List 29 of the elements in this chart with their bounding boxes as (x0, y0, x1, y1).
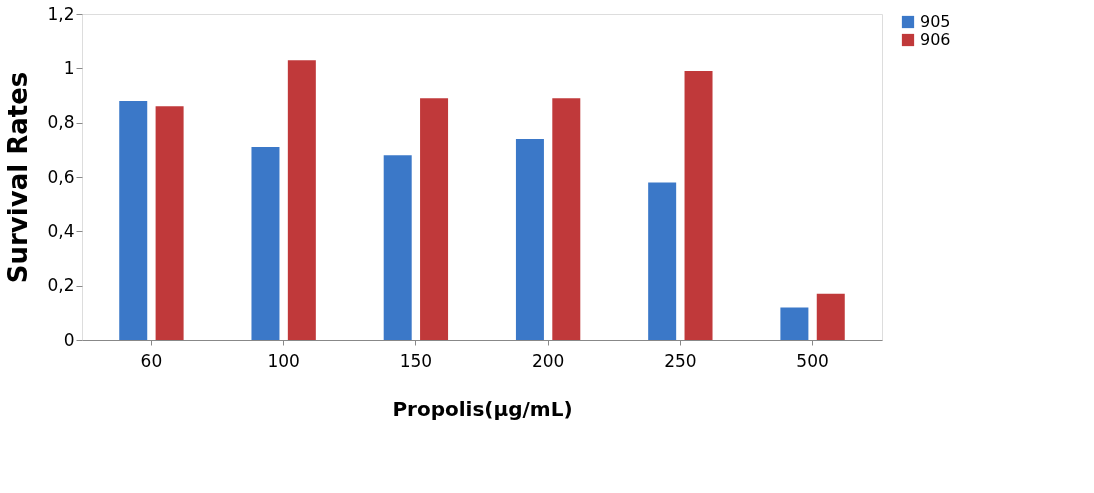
bar (552, 98, 581, 340)
x-tick-label: 60 (140, 350, 163, 371)
y-tick-label: 1,2 (47, 3, 75, 24)
x-tick-label: 250 (664, 350, 697, 371)
y-tick-label: 0 (63, 329, 75, 350)
y-tick-label: 0,4 (47, 220, 75, 241)
x-tick-label: 500 (796, 350, 829, 371)
legend-label: 905 (920, 12, 951, 31)
x-tick-label: 200 (531, 350, 565, 371)
legend-label: 906 (920, 30, 951, 49)
bar (420, 98, 449, 340)
bar (119, 100, 148, 340)
bar (816, 293, 845, 340)
y-tick-label: 0,8 (47, 112, 75, 133)
y-axis-title: Survival Rates (3, 71, 34, 284)
x-axis-title: Propolis(µg/mL) (392, 396, 573, 421)
bar (287, 60, 316, 340)
bar (383, 155, 412, 340)
y-tick-label: 0,6 (47, 166, 75, 187)
bar (780, 307, 809, 340)
bar (648, 182, 677, 340)
bar (515, 138, 544, 340)
y-tick-label: 1 (63, 57, 75, 78)
y-tick-label: 0,2 (47, 275, 75, 296)
bar (251, 147, 280, 340)
bar (155, 106, 184, 340)
x-tick-label: 100 (267, 350, 300, 371)
bar (684, 71, 713, 340)
x-tick-label: 150 (399, 350, 433, 371)
